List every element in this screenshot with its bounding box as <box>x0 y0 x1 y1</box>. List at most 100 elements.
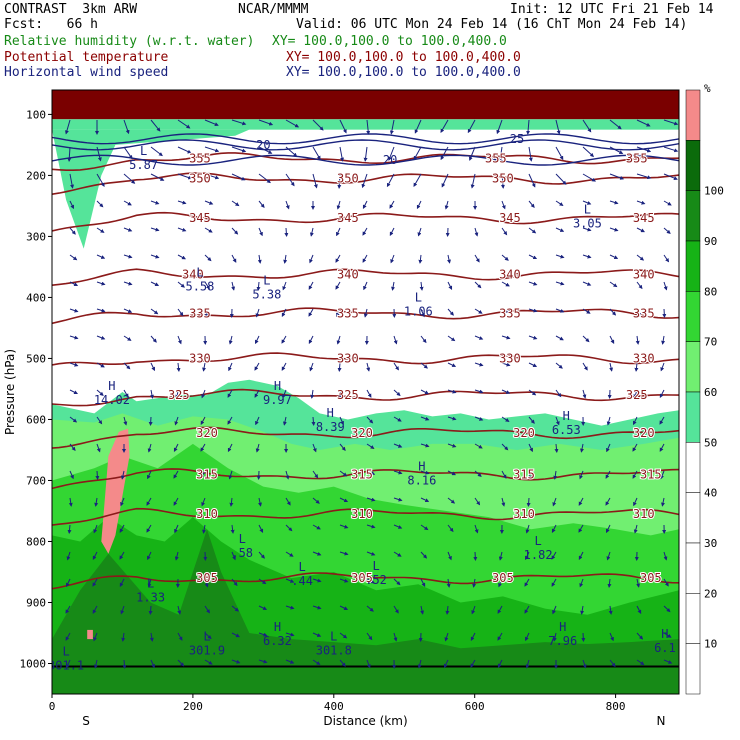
wind-vector <box>609 200 619 205</box>
theta-contour-330 <box>52 352 679 366</box>
wind-vector <box>551 524 557 533</box>
wind-vector <box>663 632 672 638</box>
wind-vector <box>389 119 395 135</box>
field-rh-xy: XY= 100.0,100.0 to 100.0,400.0 <box>272 34 507 49</box>
wind-vector <box>366 119 371 135</box>
wind-vector <box>582 362 588 371</box>
wind-vector <box>528 254 538 260</box>
theta-contour-label: 350 <box>337 171 359 185</box>
colorbar-segment <box>685 593 701 644</box>
wind-vector <box>204 254 212 262</box>
wind-vector <box>147 578 152 588</box>
wind-vector <box>177 605 182 615</box>
wind-vector <box>366 659 371 669</box>
wind-vector <box>636 308 641 318</box>
wind-vector <box>474 254 480 263</box>
y-tick-label: 500 <box>26 352 46 365</box>
wind-vector <box>227 443 233 453</box>
wind-vector <box>96 308 106 313</box>
wind-vector <box>555 200 564 206</box>
wind-vector <box>308 335 314 344</box>
y-tick-label: 700 <box>26 474 46 487</box>
theta-contour-320 <box>52 426 679 449</box>
theta-contour-label: 345 <box>337 211 359 225</box>
wind-vector <box>228 335 233 345</box>
theta-contour-label: 315 <box>513 467 535 481</box>
wind-vector <box>474 335 484 340</box>
wind-vector <box>661 335 666 345</box>
wind-vector <box>228 470 233 480</box>
wind-vector <box>636 254 645 261</box>
wind-vector <box>177 173 193 180</box>
wind-vector <box>553 470 558 480</box>
wind-vector <box>231 281 236 291</box>
colorbar-segment <box>685 341 701 393</box>
colorbar-segment <box>685 643 701 695</box>
extremum-value: 301.1 <box>48 658 84 672</box>
wind-vector <box>444 632 449 642</box>
wind-vector <box>311 416 316 426</box>
wind-vector <box>312 443 317 453</box>
wind-vector <box>393 551 402 557</box>
wind-vector <box>659 443 665 452</box>
wind-vector <box>636 632 644 640</box>
wind-vector <box>609 254 619 259</box>
wind-vector <box>285 632 295 637</box>
wind-vector <box>501 362 511 367</box>
wind-vector <box>580 605 585 615</box>
wind-vector <box>362 227 368 236</box>
wind-vector <box>309 362 314 372</box>
colorbar-segment <box>685 190 701 242</box>
wind-vector <box>96 281 106 286</box>
wind-vector <box>525 632 530 642</box>
wind-vector <box>555 146 564 161</box>
colorbar-segment <box>685 442 701 493</box>
wind-vector <box>636 578 641 588</box>
wind-vector <box>393 524 403 529</box>
wind-speed-label: 25 <box>510 132 524 146</box>
extremum-value: 8.39 <box>316 420 345 434</box>
wind-vector <box>336 308 341 318</box>
wind-vector <box>150 308 159 315</box>
x-tick-label: 0 <box>49 700 56 713</box>
wind-vector <box>312 146 321 160</box>
wind-vector <box>92 551 98 560</box>
wind-vector <box>96 200 104 208</box>
wind-vector <box>366 524 376 529</box>
wind-vector <box>285 200 290 210</box>
wind-vector <box>258 497 262 507</box>
extremum-value: .58 <box>231 546 253 560</box>
wind-vector <box>231 146 247 153</box>
wind-vector <box>312 119 324 131</box>
wind-vector <box>555 389 562 398</box>
wind-vector <box>635 335 640 345</box>
wind-vector <box>447 470 456 476</box>
wind-vector <box>447 524 454 533</box>
wind-vector <box>339 497 349 503</box>
wind-vector <box>177 200 187 205</box>
wind-vector <box>258 200 265 208</box>
wind-vector <box>501 335 511 340</box>
wind-vector <box>501 200 506 210</box>
rh-band-95 <box>52 529 679 694</box>
wind-vector <box>285 497 291 506</box>
colorbar-label: 20 <box>704 587 717 600</box>
wind-vector <box>474 362 484 367</box>
wind-vector <box>525 659 530 669</box>
wind-vector <box>393 632 398 642</box>
wind-vector <box>150 119 161 132</box>
wind-vector <box>606 551 611 561</box>
wind-vector <box>258 173 271 184</box>
wind-vector <box>390 254 395 264</box>
theta-contour-label: 335 <box>633 306 655 320</box>
wind-vector <box>501 227 508 236</box>
wind-vector <box>93 632 98 642</box>
wind-vector <box>555 281 565 286</box>
x-tick-label: 600 <box>465 700 485 713</box>
extremum-value: .44 <box>291 574 313 588</box>
extremum-type: L <box>196 265 203 279</box>
wind-vector <box>177 227 187 232</box>
wind-vector <box>174 551 179 561</box>
extremum-type: H <box>563 409 570 423</box>
